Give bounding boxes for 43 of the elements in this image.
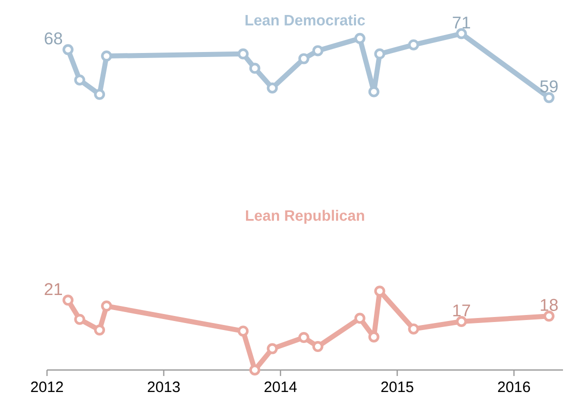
point (249, 62, 260, 74)
point (94, 88, 106, 100)
point (298, 53, 310, 64)
data-label: 17 (453, 304, 470, 316)
point (94, 324, 106, 336)
point (312, 341, 324, 352)
x-tick-label: 2014 (264, 382, 297, 392)
point (238, 48, 249, 60)
point (354, 32, 366, 44)
point (368, 86, 380, 98)
text: Lean Republican (246, 210, 364, 224)
point (354, 312, 366, 324)
x-tick-label: 2015 (381, 382, 414, 392)
data-label: 71 (452, 16, 470, 28)
x-tick-label: 2013 (148, 382, 180, 392)
point (74, 74, 86, 86)
point (101, 50, 112, 62)
point (266, 343, 278, 354)
point (74, 314, 86, 325)
point (408, 323, 420, 334)
point (456, 316, 467, 327)
data-label: 21 (44, 283, 62, 295)
point (62, 294, 74, 306)
x-tick-label: 2012 (31, 382, 63, 392)
point (543, 310, 554, 322)
point (249, 364, 260, 376)
point (374, 286, 386, 297)
point (62, 44, 74, 56)
point (238, 326, 249, 337)
point (374, 48, 386, 60)
point (298, 332, 310, 343)
point (266, 82, 278, 94)
series-label: Lean Democratic (246, 14, 365, 26)
x-tick-label: 2016 (498, 382, 530, 392)
point (456, 28, 467, 40)
point (368, 331, 380, 342)
data-label: 18 (540, 298, 558, 311)
point (408, 39, 420, 50)
point (101, 300, 112, 312)
data-label: 59 (540, 80, 558, 92)
point (312, 45, 324, 56)
point (543, 92, 554, 104)
data-label: 68 (44, 32, 62, 44)
